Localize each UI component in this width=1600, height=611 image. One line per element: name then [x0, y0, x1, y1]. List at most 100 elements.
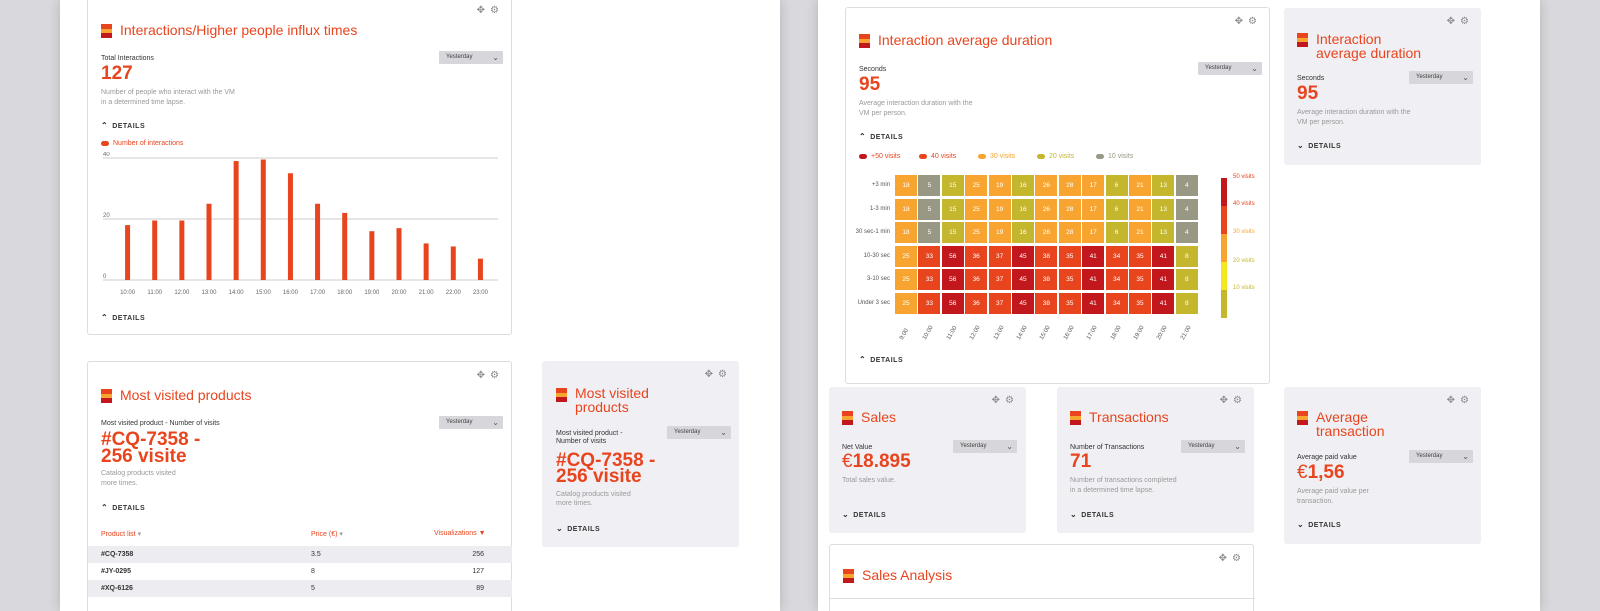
gear-icon[interactable]: ⚙ — [490, 5, 499, 16]
details-toggle[interactable]: ⌃ DETAILS — [101, 121, 145, 130]
gear-icon[interactable]: ⚙ — [1232, 553, 1241, 564]
move-icon[interactable]: ✥ — [1219, 395, 1229, 406]
period-select[interactable]: Yesterday ⌄ — [953, 440, 1017, 453]
details-toggle[interactable]: ⌄ DETAILS — [1297, 141, 1341, 150]
heatmap-cell[interactable]: 18 — [895, 198, 917, 220]
move-icon[interactable]: ✥ — [476, 370, 486, 381]
heatmap-cell[interactable]: 25 — [895, 245, 917, 267]
table-row[interactable]: #JY-0295 8 127 — [88, 563, 512, 580]
heatmap-cell[interactable]: 56 — [941, 269, 964, 290]
heatmap-cell[interactable]: 6 — [1105, 222, 1128, 243]
heatmap-cell[interactable]: 4 — [1175, 198, 1198, 220]
heatmap-cell[interactable]: 19 — [988, 198, 1011, 220]
period-select[interactable]: Yesterday ⌄ — [1409, 71, 1473, 84]
details-toggle-bottom[interactable]: ⌃ DETAILS — [859, 355, 903, 364]
move-icon[interactable]: ✥ — [1446, 16, 1456, 27]
heatmap-cell[interactable]: 25 — [965, 175, 988, 196]
heatmap-cell[interactable]: 35 — [1058, 245, 1081, 267]
column-header-product[interactable]: Product list ▾ — [101, 531, 142, 538]
heatmap-cell[interactable]: 18 — [895, 175, 917, 196]
heatmap-cell[interactable]: 38 — [1035, 269, 1058, 290]
heatmap-cell[interactable]: 36 — [965, 245, 988, 267]
heatmap-cell[interactable]: 6 — [1105, 198, 1128, 220]
heatmap-cell[interactable]: 41 — [1082, 245, 1105, 267]
heatmap-cell[interactable]: 21 — [1129, 175, 1151, 196]
heatmap-cell[interactable]: 41 — [1152, 269, 1175, 290]
heatmap-cell[interactable]: 38 — [1035, 292, 1058, 314]
move-icon[interactable]: ✥ — [1218, 553, 1228, 564]
period-select[interactable]: Yesterday ⌄ — [1198, 62, 1262, 75]
heatmap-cell[interactable]: 41 — [1152, 292, 1175, 314]
heatmap-cell[interactable]: 56 — [941, 245, 964, 267]
heatmap-cell[interactable]: 35 — [1129, 269, 1151, 290]
heatmap-cell[interactable]: 35 — [1058, 292, 1081, 314]
heatmap-cell[interactable]: 37 — [988, 292, 1011, 314]
heatmap-cell[interactable]: 5 — [918, 198, 941, 220]
gear-icon[interactable]: ⚙ — [1248, 16, 1257, 27]
details-toggle-bottom[interactable]: ⌃ DETAILS — [101, 313, 145, 322]
gear-icon[interactable]: ⚙ — [490, 370, 499, 381]
heatmap-cell[interactable]: 41 — [1082, 292, 1105, 314]
heatmap-cell[interactable]: 45 — [1012, 245, 1034, 267]
heatmap-cell[interactable]: 35 — [1129, 245, 1151, 267]
heatmap-cell[interactable]: 25 — [895, 292, 917, 314]
details-toggle[interactable]: ⌄ DETAILS — [1297, 520, 1341, 529]
heatmap-cell[interactable]: 15 — [941, 222, 964, 243]
heatmap-cell[interactable]: 16 — [1012, 222, 1034, 243]
heatmap-cell[interactable]: 26 — [1035, 175, 1058, 196]
heatmap-cell[interactable]: 13 — [1152, 198, 1175, 220]
heatmap-cell[interactable]: 33 — [918, 292, 941, 314]
heatmap-cell[interactable]: 34 — [1105, 292, 1128, 314]
table-row[interactable]: #XQ-6126 5 89 — [88, 580, 512, 597]
heatmap-cell[interactable]: 5 — [918, 175, 941, 196]
move-icon[interactable]: ✥ — [476, 5, 486, 16]
heatmap-cell[interactable]: 34 — [1105, 269, 1128, 290]
heatmap-cell[interactable]: 19 — [988, 222, 1011, 243]
details-toggle[interactable]: ⌃ DETAILS — [101, 503, 145, 512]
details-toggle[interactable]: ⌃ DETAILS — [859, 132, 903, 141]
heatmap-cell[interactable]: 17 — [1082, 198, 1105, 220]
heatmap-cell[interactable]: 36 — [965, 292, 988, 314]
heatmap-cell[interactable]: 28 — [1058, 198, 1081, 220]
heatmap-cell[interactable]: 33 — [918, 245, 941, 267]
heatmap-cell[interactable]: 6 — [1105, 175, 1128, 196]
heatmap-cell[interactable]: 16 — [1012, 198, 1034, 220]
heatmap-cell[interactable]: 8 — [1175, 269, 1198, 290]
heatmap-cell[interactable]: 4 — [1175, 222, 1198, 243]
move-icon[interactable]: ✥ — [1234, 16, 1244, 27]
heatmap-cell[interactable]: 41 — [1152, 245, 1175, 267]
period-select[interactable]: Yesterday ⌄ — [439, 416, 503, 429]
heatmap-cell[interactable]: 21 — [1129, 198, 1151, 220]
heatmap-cell[interactable]: 25 — [895, 269, 917, 290]
heatmap-cell[interactable]: 19 — [988, 175, 1011, 196]
heatmap-cell[interactable]: 17 — [1082, 175, 1105, 196]
gear-icon[interactable]: ⚙ — [1233, 395, 1242, 406]
heatmap-cell[interactable]: 17 — [1082, 222, 1105, 243]
details-toggle[interactable]: ⌄ DETAILS — [556, 524, 600, 533]
period-select[interactable]: Yesterday ⌄ — [1409, 450, 1473, 463]
heatmap-cell[interactable]: 25 — [965, 222, 988, 243]
heatmap-cell[interactable]: 18 — [895, 222, 917, 243]
heatmap-cell[interactable]: 38 — [1035, 245, 1058, 267]
column-header-visualizations[interactable]: Visualizations ▼ — [434, 530, 486, 537]
period-select[interactable]: Yesterday ⌄ — [439, 51, 503, 64]
details-toggle[interactable]: ⌄ DETAILS — [842, 510, 886, 519]
table-row[interactable]: #CQ-7358 3.5 256 — [88, 546, 512, 563]
heatmap-cell[interactable]: 35 — [1058, 269, 1081, 290]
details-toggle[interactable]: ⌄ DETAILS — [1070, 510, 1114, 519]
heatmap-cell[interactable]: 5 — [918, 222, 941, 243]
heatmap-cell[interactable]: 13 — [1152, 175, 1175, 196]
heatmap-cell[interactable]: 36 — [965, 269, 988, 290]
heatmap-cell[interactable]: 8 — [1175, 292, 1198, 314]
heatmap-cell[interactable]: 15 — [941, 198, 964, 220]
heatmap-cell[interactable]: 25 — [965, 198, 988, 220]
heatmap-cell[interactable]: 28 — [1058, 222, 1081, 243]
heatmap-cell[interactable]: 35 — [1129, 292, 1151, 314]
heatmap-cell[interactable]: 4 — [1175, 175, 1198, 196]
heatmap-cell[interactable]: 21 — [1129, 222, 1151, 243]
gear-icon[interactable]: ⚙ — [1460, 16, 1469, 27]
heatmap-cell[interactable]: 41 — [1082, 269, 1105, 290]
heatmap-cell[interactable]: 13 — [1152, 222, 1175, 243]
heatmap-cell[interactable]: 45 — [1012, 292, 1034, 314]
heatmap-cell[interactable]: 26 — [1035, 198, 1058, 220]
